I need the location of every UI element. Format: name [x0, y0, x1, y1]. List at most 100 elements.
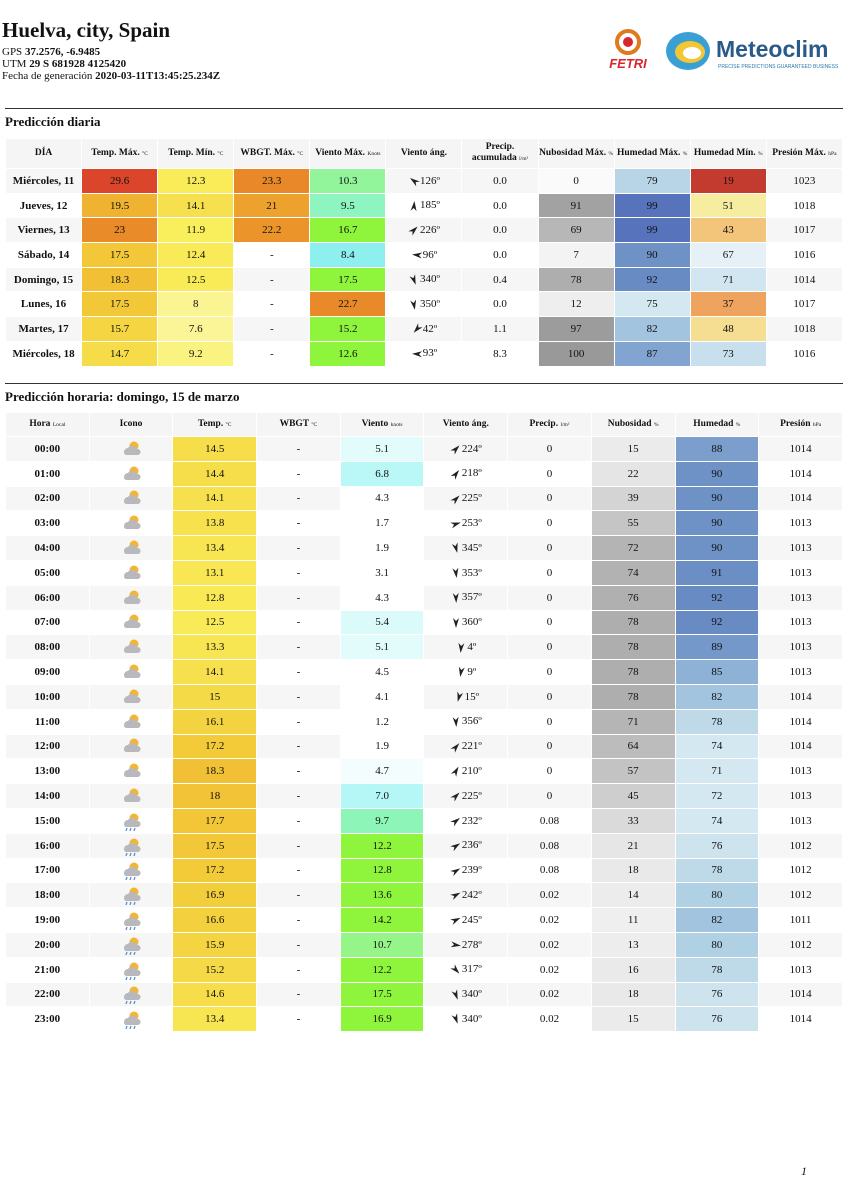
cell: 0.02 — [507, 981, 592, 1008]
arrow-shape — [450, 918, 461, 926]
cloud — [124, 1015, 141, 1026]
cell-text: 78 — [711, 864, 723, 877]
cell-text: 0 — [546, 492, 553, 505]
header-label: Humedad — [693, 418, 734, 429]
cell-text: 14.1 — [205, 666, 225, 679]
cell: 10:00 — [5, 683, 90, 710]
cell-text: 78 — [627, 666, 639, 679]
cloud — [124, 718, 141, 728]
cell: 93º — [385, 340, 463, 367]
cell: 1014 — [758, 460, 843, 487]
cell-text: 1013 — [789, 666, 812, 679]
cell-text: 1014 — [789, 715, 812, 728]
cell: 253º — [423, 510, 509, 537]
cell-text: 16:00 — [34, 839, 61, 852]
cell: 1018 — [765, 316, 844, 342]
header-label: DÍA — [34, 148, 53, 158]
section-title: Predicción horaria: domingo, 15 de marzo — [5, 389, 240, 404]
data-row: 11:00 16.1 - 1.2 356º 0 71 78 1014 — [5, 708, 843, 735]
cell-text: 1014 — [789, 492, 812, 505]
cell-text: 232º — [461, 814, 482, 827]
cloud — [124, 743, 141, 753]
cell: 0.08 — [507, 857, 592, 884]
cell: 4.7 — [339, 758, 425, 785]
gps-label: GPS — [2, 46, 23, 58]
cell: 76 — [674, 981, 760, 1008]
cell-text: 1012 — [789, 889, 812, 902]
cell-text: 340º — [461, 1012, 482, 1025]
cell: 14:00 — [5, 783, 90, 809]
cell — [88, 436, 174, 462]
cell-text: 236º — [461, 839, 482, 852]
cell-text: 0 — [546, 467, 553, 480]
cell-text: 12.5 — [205, 616, 225, 629]
cell-text: 09:00 — [34, 666, 61, 679]
cell: 19.5 — [81, 192, 159, 219]
cell-text: 0.0 — [493, 174, 507, 187]
cell-text: 11:00 — [34, 715, 60, 728]
cell-text: 0.08 — [539, 814, 560, 827]
data-row: 21:00 15.2 - 12.2 317º 0.02 16 78 1013 — [5, 956, 843, 983]
cell: 5.1 — [339, 436, 425, 462]
wind-arrow — [452, 567, 459, 579]
cell: 21 — [590, 832, 676, 859]
cell: 01:00 — [5, 460, 90, 487]
column-header: Viento áng. — [423, 412, 509, 437]
cell — [88, 485, 174, 512]
cell: 1013 — [758, 807, 843, 834]
arrow-shape — [449, 843, 460, 852]
weather-icon — [124, 639, 141, 654]
cell: 16.7 — [309, 217, 387, 244]
data-row: 04:00 13.4 - 1.9 345º 0 72 90 1013 — [5, 535, 843, 561]
weather-icon — [124, 664, 141, 679]
cell: 13.4 — [172, 1006, 258, 1033]
weather-icon — [124, 714, 141, 728]
cell: 18:00 — [5, 882, 90, 909]
rain — [125, 902, 136, 906]
cell-text: 1013 — [789, 517, 812, 530]
cell-text: 15 — [627, 1013, 639, 1026]
meteoclim-logo: Meteoclim PRECISE PREDICTIONS GUARANTEED… — [666, 32, 839, 70]
cell: 0.0 — [461, 192, 539, 219]
cell: 0.0 — [461, 217, 539, 244]
rain — [125, 852, 136, 856]
cell: 4.3 — [339, 485, 425, 512]
data-row: 19:00 16.6 - 14.2 245º 0.02 11 82 1011 — [5, 907, 843, 933]
cell: 16 — [590, 956, 676, 983]
cell: Miércoles, 11 — [4, 168, 83, 194]
cell-text: 0 — [546, 666, 553, 679]
cell: 72 — [590, 535, 676, 561]
cell-text: 48 — [722, 322, 734, 335]
data-row: 09:00 14.1 - 4.5 9º 0 78 85 1013 — [5, 659, 843, 685]
cell-text: 0 — [546, 566, 553, 579]
cell — [88, 559, 174, 586]
cell-text: 126º — [419, 174, 440, 187]
cell: 11 — [590, 907, 676, 933]
cell: 13.3 — [172, 634, 258, 661]
cell — [88, 683, 174, 710]
wind-arrow — [458, 642, 465, 653]
header-unit: l/m² — [519, 156, 529, 162]
cell-text: 10.7 — [372, 938, 392, 951]
arrow-shape — [410, 299, 417, 310]
cell-text: 7 — [573, 248, 579, 261]
cloud — [124, 569, 141, 579]
data-row: Domingo, 15 18.3 12.5 - 17.5 340º 0.4 78 92 71 101… — [4, 266, 844, 293]
cloud — [124, 470, 141, 480]
cell-text: 14.1 — [186, 199, 206, 212]
cell-text: 14.6 — [205, 988, 225, 1001]
cell-text: 0.0 — [493, 199, 507, 212]
logo-dot — [623, 37, 633, 47]
header-label: Humedad Máx. — [617, 147, 681, 158]
cell-text: 76 — [711, 1013, 723, 1026]
cell: 340º — [423, 1006, 509, 1033]
cell: 76 — [590, 584, 676, 611]
cell: 17.5 — [339, 981, 425, 1008]
arrow-shape — [450, 767, 459, 778]
cell-text: 5.1 — [375, 641, 389, 654]
cell: 357º — [423, 584, 509, 611]
cell: 1013 — [758, 559, 843, 586]
cell-text: - — [296, 467, 301, 480]
cell: 12.8 — [339, 857, 425, 884]
cell — [88, 758, 174, 785]
